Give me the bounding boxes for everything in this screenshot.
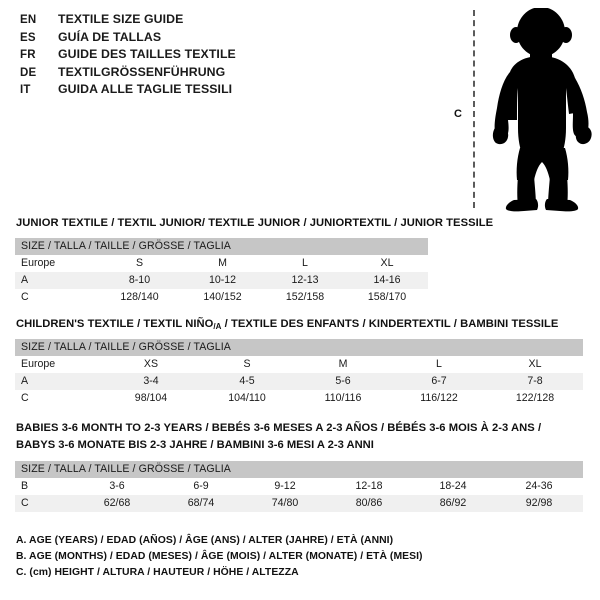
- language-row: ES GUÍA DE TALLAS: [20, 30, 430, 48]
- cell-value: S: [199, 356, 295, 373]
- children-title-pre: CHILDREN'S TEXTILE / TEXTIL NIÑO: [16, 318, 214, 330]
- language-title-it: GUIDA ALLE TAGLIE TESSILI: [58, 82, 233, 97]
- children-size-header: SIZE / TALLA / TAILLE / GRÖSSE / TAGLIA: [15, 339, 584, 356]
- table-header-row: SIZE / TALLA / TAILLE / GRÖSSE / TAGLIA: [15, 238, 429, 255]
- children-size-table: SIZE / TALLA / TAILLE / GRÖSSE / TAGLIA …: [15, 339, 584, 407]
- table-row: C 62/68 68/74 74/80 80/86 86/92 92/98: [15, 495, 584, 512]
- cell-value: 110/116: [295, 390, 391, 407]
- cell-value: 86/92: [411, 495, 495, 512]
- cell-value: 14-16: [346, 272, 429, 289]
- cell-value: 92/98: [495, 495, 584, 512]
- table-row: Europe XS S M L XL: [15, 356, 584, 373]
- cell-value: 5-6: [295, 373, 391, 390]
- table-row: B 3-6 6-9 9-12 12-18 18-24 24-36: [15, 478, 584, 495]
- children-title-sub: /A: [213, 322, 222, 331]
- babies-section-title-line2: BABYS 3-6 MONATE BIS 2-3 JAHRE / BAMBINI…: [16, 439, 374, 451]
- junior-section-title: JUNIOR TEXTILE / TEXTIL JUNIOR/ TEXTILE …: [16, 217, 494, 229]
- cell-value: L: [391, 356, 487, 373]
- cell-value: 68/74: [159, 495, 243, 512]
- cell-value: 128/140: [98, 289, 181, 306]
- row-label: C: [15, 495, 75, 512]
- row-label: B: [15, 478, 75, 495]
- cell-value: 104/110: [199, 390, 295, 407]
- language-code-es: ES: [20, 31, 36, 44]
- cell-value: 62/68: [75, 495, 159, 512]
- cell-value: XL: [346, 255, 429, 272]
- legend-line-c: C. (cm) HEIGHT / ALTURA / HAUTEUR / HÖHE…: [16, 567, 299, 578]
- cell-value: 80/86: [327, 495, 411, 512]
- language-code-de: DE: [20, 66, 37, 79]
- language-code-en: EN: [20, 14, 37, 26]
- row-label: A: [15, 272, 98, 289]
- language-title-block: EN TEXTILE SIZE GUIDE ES GUÍA DE TALLAS …: [20, 12, 430, 100]
- row-label: A: [15, 373, 103, 390]
- cell-value: S: [98, 255, 181, 272]
- language-row: DE TEXTILGRÖSSENFÜHRUNG: [20, 65, 430, 83]
- cell-value: 98/104: [103, 390, 199, 407]
- table-row: Europe S M L XL: [15, 255, 429, 272]
- babies-size-header: SIZE / TALLA / TAILLE / GRÖSSE / TAGLIA: [15, 461, 584, 478]
- height-figure: C: [440, 4, 600, 212]
- cell-value: 7-8: [487, 373, 584, 390]
- cell-value: 9-12: [243, 478, 327, 495]
- cell-value: 140/152: [181, 289, 264, 306]
- table-row: A 3-4 4-5 5-6 6-7 7-8: [15, 373, 584, 390]
- cell-value: 6-7: [391, 373, 487, 390]
- language-title-fr: GUIDE DES TAILLES TEXTILE: [58, 47, 236, 62]
- language-row: IT GUIDA ALLE TAGLIE TESSILI: [20, 82, 430, 100]
- cell-value: 152/158: [264, 289, 346, 306]
- cell-value: XS: [103, 356, 199, 373]
- legend-block: A. AGE (YEARS) / EDAD (AÑOS) / ÂGE (ANS)…: [16, 533, 576, 581]
- cell-value: M: [181, 255, 264, 272]
- row-label: C: [15, 390, 103, 407]
- row-label: Europe: [15, 255, 98, 272]
- row-label: C: [15, 289, 98, 306]
- cell-value: 12-18: [327, 478, 411, 495]
- table-header-row: SIZE / TALLA / TAILLE / GRÖSSE / TAGLIA: [15, 461, 584, 478]
- language-row: EN TEXTILE SIZE GUIDE: [20, 12, 430, 30]
- language-row: FR GUIDE DES TAILLES TEXTILE: [20, 47, 430, 65]
- babies-section-title-line1: BABIES 3-6 MONTH TO 2-3 YEARS / BEBÉS 3-…: [16, 422, 542, 434]
- babies-size-table: SIZE / TALLA / TAILLE / GRÖSSE / TAGLIA …: [15, 461, 584, 512]
- cell-value: XL: [487, 356, 584, 373]
- cell-value: 4-5: [199, 373, 295, 390]
- table-row: C 98/104 104/110 110/116 116/122 122/128: [15, 390, 584, 407]
- language-title-en: TEXTILE SIZE GUIDE: [58, 12, 184, 26]
- junior-size-header: SIZE / TALLA / TAILLE / GRÖSSE / TAGLIA: [15, 238, 429, 255]
- table-row: C 128/140 140/152 152/158 158/170: [15, 289, 429, 306]
- cell-value: 3-6: [75, 478, 159, 495]
- legend-line-b: B. AGE (MONTHS) / EDAD (MESES) / ÂGE (MO…: [16, 551, 423, 562]
- language-code-fr: FR: [20, 49, 36, 62]
- height-dashed-line: [473, 10, 475, 208]
- height-marker-label: C: [454, 108, 462, 120]
- table-header-row: SIZE / TALLA / TAILLE / GRÖSSE / TAGLIA: [15, 339, 584, 356]
- cell-value: 6-9: [159, 478, 243, 495]
- cell-value: 12-13: [264, 272, 346, 289]
- junior-size-table: SIZE / TALLA / TAILLE / GRÖSSE / TAGLIA …: [15, 238, 429, 306]
- children-section-title: CHILDREN'S TEXTILE / TEXTIL NIÑO/A / TEX…: [16, 318, 558, 331]
- table-row: A 8-10 10-12 12-13 14-16: [15, 272, 429, 289]
- row-label: Europe: [15, 356, 103, 373]
- language-code-it: IT: [20, 84, 31, 97]
- cell-value: 122/128: [487, 390, 584, 407]
- cell-value: 74/80: [243, 495, 327, 512]
- legend-line-a: A. AGE (YEARS) / EDAD (AÑOS) / ÂGE (ANS)…: [16, 535, 394, 546]
- language-title-de: TEXTILGRÖSSENFÜHRUNG: [58, 64, 226, 79]
- cell-value: L: [264, 255, 346, 272]
- cell-value: 10-12: [181, 272, 264, 289]
- cell-value: 8-10: [98, 272, 181, 289]
- cell-value: M: [295, 356, 391, 373]
- cell-value: 116/122: [391, 390, 487, 407]
- child-silhouette-icon: [492, 8, 592, 212]
- cell-value: 18-24: [411, 478, 495, 495]
- language-title-es: GUÍA DE TALLAS: [58, 29, 162, 44]
- children-title-post: / TEXTILE DES ENFANTS / KINDERTEXTIL / B…: [221, 318, 559, 330]
- cell-value: 158/170: [346, 289, 429, 306]
- cell-value: 3-4: [103, 373, 199, 390]
- cell-value: 24-36: [495, 478, 584, 495]
